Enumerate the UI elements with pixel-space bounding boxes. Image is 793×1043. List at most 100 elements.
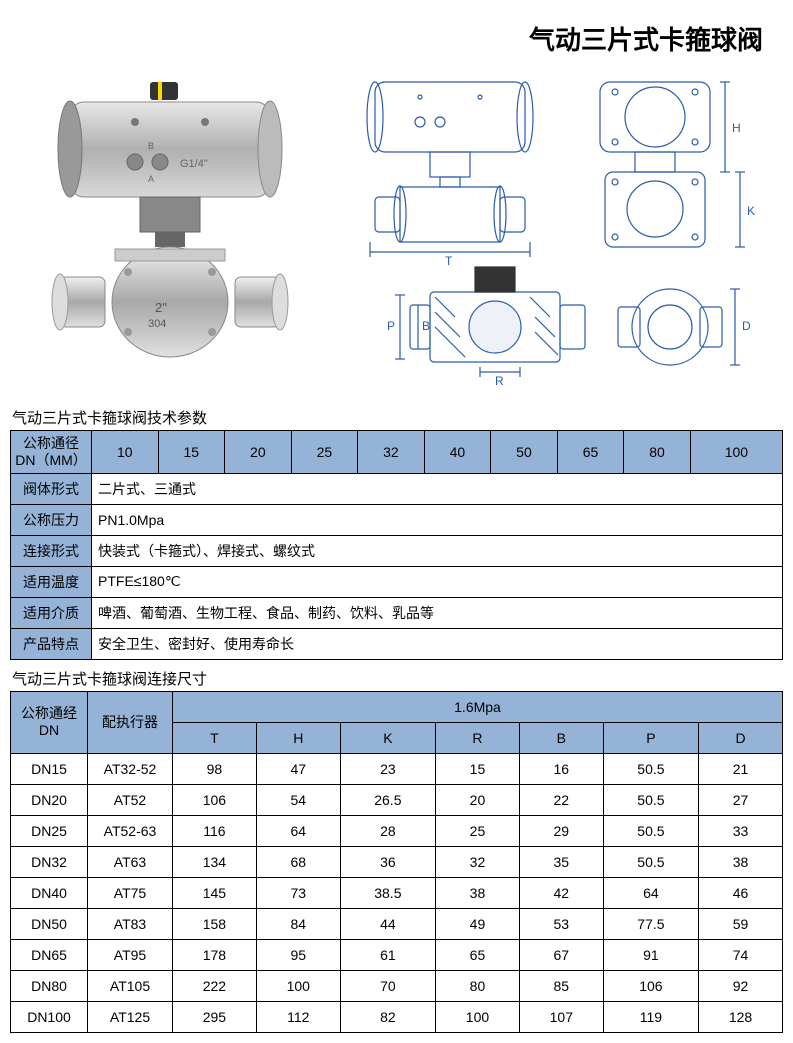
dim-P: P	[387, 319, 395, 333]
t1-row-value: PTFE≤180℃	[92, 566, 783, 597]
t2-val: 82	[340, 1001, 435, 1032]
t2-val: 100	[256, 970, 340, 1001]
t2-val: 74	[699, 939, 783, 970]
t1-dn-5: 40	[424, 431, 491, 474]
dim-D: D	[742, 319, 751, 333]
t2-val: 50.5	[603, 815, 698, 846]
t1-dn-6: 50	[491, 431, 558, 474]
t1-row-label: 阀体形式	[11, 473, 92, 504]
t2-val: 29	[519, 815, 603, 846]
t2-val: 20	[436, 784, 520, 815]
section1-title: 气动三片式卡箍球阀技术参数	[12, 407, 783, 428]
t2-val: 80	[436, 970, 520, 1001]
svg-text:B: B	[148, 141, 154, 151]
t2-dn: DN40	[11, 877, 88, 908]
t2-val: 46	[699, 877, 783, 908]
t2-val: 100	[436, 1001, 520, 1032]
t2-val: 67	[519, 939, 603, 970]
t2-val: 107	[519, 1001, 603, 1032]
t2-dn-label: 公称通经 DN	[11, 691, 88, 753]
t2-val: 22	[519, 784, 603, 815]
t1-row-label: 公称压力	[11, 504, 92, 535]
t2-val: 128	[699, 1001, 783, 1032]
technical-diagram: T H K P B R D	[340, 67, 770, 397]
t2-dn: DN25	[11, 815, 88, 846]
section2-title: 气动三片式卡箍球阀连接尺寸	[12, 668, 783, 689]
t2-val: 42	[519, 877, 603, 908]
t2-act: AT32-52	[88, 753, 173, 784]
t2-val: 295	[173, 1001, 257, 1032]
t2-val: 28	[340, 815, 435, 846]
t2-val: 77.5	[603, 908, 698, 939]
dim-B: B	[422, 319, 430, 333]
t2-col-B: B	[519, 722, 603, 753]
t2-act: AT83	[88, 908, 173, 939]
t2-act: AT105	[88, 970, 173, 1001]
t2-act: AT52-63	[88, 815, 173, 846]
t2-val: 27	[699, 784, 783, 815]
t2-dn: DN15	[11, 753, 88, 784]
page-title: 气动三片式卡箍球阀	[10, 20, 763, 57]
t2-val: 145	[173, 877, 257, 908]
t2-act: AT125	[88, 1001, 173, 1032]
t1-row-value: PN1.0Mpa	[92, 504, 783, 535]
dim-T: T	[445, 254, 453, 268]
t2-val: 92	[699, 970, 783, 1001]
image-row: G1/4" B A 2" 304	[10, 67, 783, 397]
t2-val: 32	[436, 846, 520, 877]
t2-val: 54	[256, 784, 340, 815]
t1-dn-7: 65	[557, 431, 624, 474]
t2-val: 35	[519, 846, 603, 877]
t2-val: 16	[519, 753, 603, 784]
t2-val: 36	[340, 846, 435, 877]
t1-row-value: 啤酒、葡萄酒、生物工程、食品、制药、饮料、乳品等	[92, 597, 783, 628]
t1-row-value: 二片式、三通式	[92, 473, 783, 504]
t2-dn: DN100	[11, 1001, 88, 1032]
t1-dn-4: 32	[358, 431, 425, 474]
t2-val: 119	[603, 1001, 698, 1032]
t2-dn: DN80	[11, 970, 88, 1001]
t2-val: 44	[340, 908, 435, 939]
t2-val: 25	[436, 815, 520, 846]
t2-val: 26.5	[340, 784, 435, 815]
t2-act: AT52	[88, 784, 173, 815]
t2-col-T: T	[173, 722, 257, 753]
t2-val: 222	[173, 970, 257, 1001]
t2-val: 38.5	[340, 877, 435, 908]
t2-pressure-label: 1.6Mpa	[173, 691, 783, 722]
t2-val: 70	[340, 970, 435, 1001]
t2-val: 38	[436, 877, 520, 908]
t1-dn-9: 100	[690, 431, 782, 474]
t2-val: 61	[340, 939, 435, 970]
t2-val: 178	[173, 939, 257, 970]
t2-val: 59	[699, 908, 783, 939]
t2-val: 85	[519, 970, 603, 1001]
t1-row-label: 适用介质	[11, 597, 92, 628]
t1-dn-8: 80	[624, 431, 691, 474]
t1-dn-3: 25	[291, 431, 358, 474]
t2-val: 38	[699, 846, 783, 877]
dim-R: R	[495, 374, 504, 388]
t2-val: 33	[699, 815, 783, 846]
t2-col-H: H	[256, 722, 340, 753]
t2-val: 23	[340, 753, 435, 784]
t1-row-label: 适用温度	[11, 566, 92, 597]
t1-dn-2: 20	[225, 431, 292, 474]
t1-row-value: 快装式（卡箍式）、焊接式、螺纹式	[92, 535, 783, 566]
product-photo: G1/4" B A 2" 304	[10, 67, 330, 397]
t2-col-D: D	[699, 722, 783, 753]
svg-text:A: A	[148, 174, 154, 184]
t2-val: 50.5	[603, 753, 698, 784]
t2-val: 21	[699, 753, 783, 784]
t2-val: 158	[173, 908, 257, 939]
t2-act: AT95	[88, 939, 173, 970]
t2-val: 64	[256, 815, 340, 846]
dim-H: H	[732, 121, 741, 135]
t1-dn-0: 10	[92, 431, 159, 474]
t2-val: 134	[173, 846, 257, 877]
t2-val: 53	[519, 908, 603, 939]
t2-val: 84	[256, 908, 340, 939]
t2-val: 68	[256, 846, 340, 877]
t2-val: 106	[603, 970, 698, 1001]
t2-val: 73	[256, 877, 340, 908]
